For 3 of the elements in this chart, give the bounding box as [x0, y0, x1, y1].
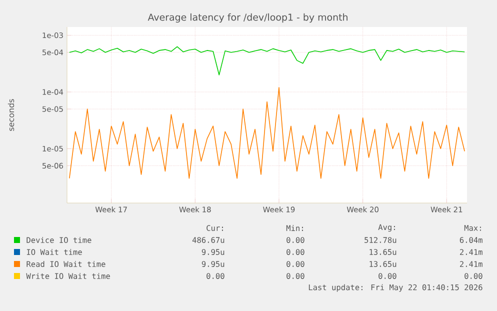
- line-series: [69, 87, 466, 179]
- line-series: [69, 46, 466, 76]
- chart-title: Average latency for /dev/loop1 - by month: [148, 13, 348, 23]
